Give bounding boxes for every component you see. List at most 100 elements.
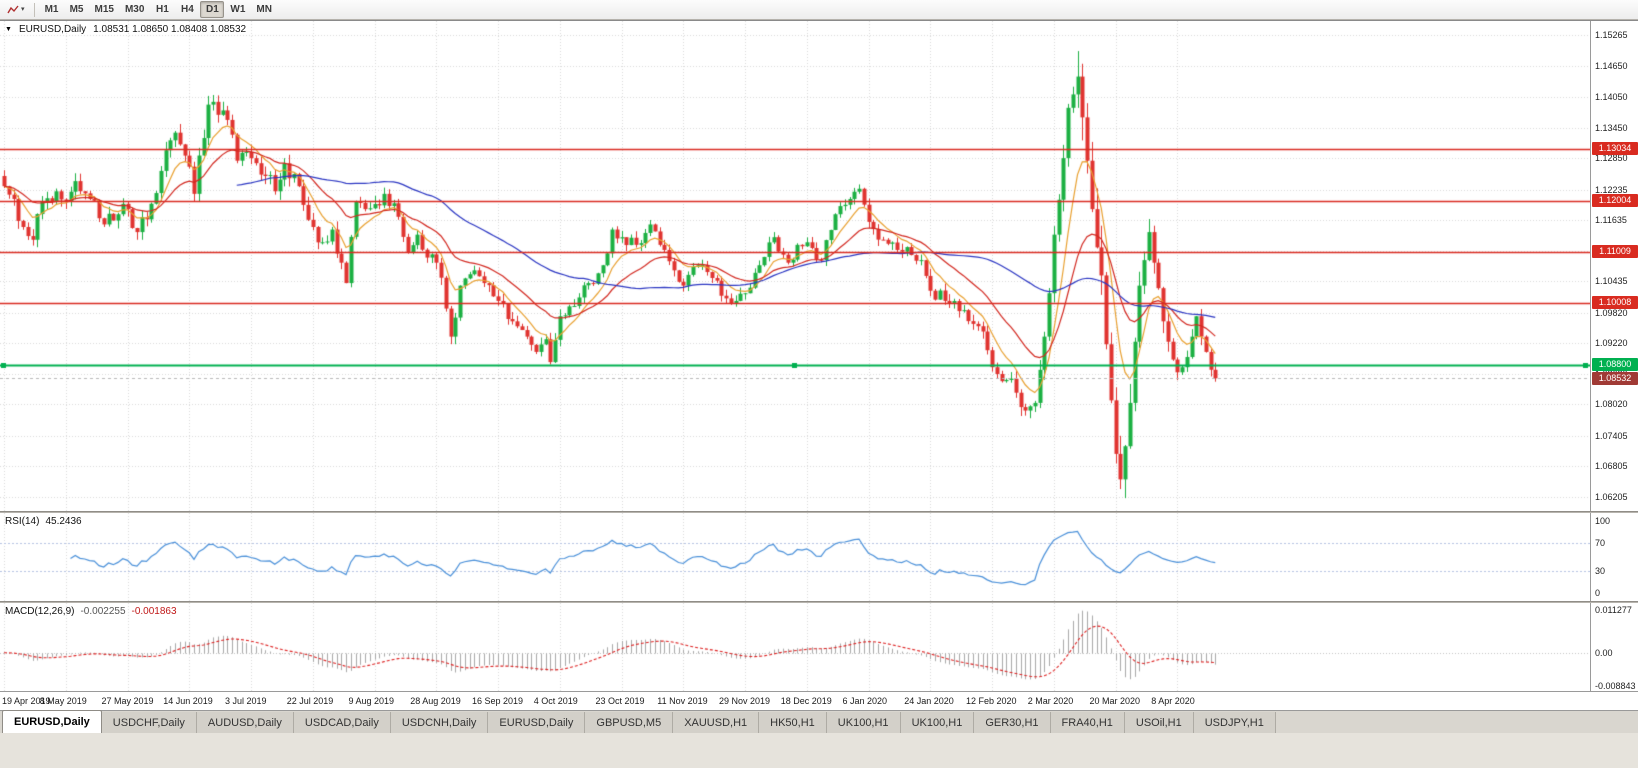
time-axis-label: 20 Mar 2020 [1089,696,1141,706]
chart-tab-eurusd-daily[interactable]: EURUSD,Daily [2,710,102,733]
rsi-name: RSI(14) [5,516,40,527]
pane-divider[interactable] [0,601,1638,603]
time-axis-label: 8 Apr 2020 [1151,696,1195,706]
current-price-badge: 1.08532 [1592,371,1638,385]
price-axis-label: 1.12235 [1595,184,1628,195]
rsi-value: 45.2436 [45,516,82,527]
rsi-canvas[interactable] [0,513,1590,601]
pane-divider[interactable] [0,511,1638,513]
timeframe-button-h1[interactable]: H1 [150,1,174,18]
macd-label: MACD(12,26,9) -0.002255 -0.001863 [5,606,177,617]
chart-tab-fra40-h1[interactable]: FRA40,H1 [1050,712,1125,733]
time-axis-label: 28 Aug 2019 [410,696,461,706]
main-chart-pane[interactable]: ▼ EURUSD,Daily 1.08531 1.08650 1.08408 1… [0,21,1590,511]
price-axis-label: 1.06205 [1595,491,1628,502]
price-axis-label: 1.15265 [1595,30,1628,41]
timeframe-button-m30[interactable]: M30 [120,1,149,18]
time-axis-label: 3 Jul 2019 [225,696,267,706]
timeframe-button-m5[interactable]: M5 [65,1,89,18]
chart-tab-uk100-h1[interactable]: UK100,H1 [900,712,975,733]
indicator-tool-button[interactable]: ▾ [3,1,29,18]
price-axis-label: 1.06805 [1595,461,1628,472]
time-axis-label: 27 May 2019 [101,696,154,706]
price-axis-label: 1.13450 [1595,122,1628,133]
chart-window: ▼ EURUSD,Daily 1.08531 1.08650 1.08408 1… [0,20,1638,711]
level-price-badge: 1.12004 [1592,194,1638,208]
chart-tab-usdjpy-h1[interactable]: USDJPY,H1 [1193,712,1276,733]
timeframe-button-d1[interactable]: D1 [200,1,225,18]
rsi-axis-label: 100 [1595,516,1611,526]
level-price-badge: 1.11009 [1592,245,1638,259]
time-axis[interactable]: 19 Apr 2019 8 May 2019 27 May 2019 14 Jun 2… [0,691,1638,711]
level-price-badge: 1.13034 [1592,141,1638,155]
chart-title: ▼ EURUSD,Daily 1.08531 1.08650 1.08408 1… [5,24,246,35]
rsi-label: RSI(14) 45.2436 [5,516,82,527]
chart-tab-ger30-h1[interactable]: GER30,H1 [974,712,1051,733]
price-axis-label: 1.09820 [1595,307,1628,318]
macd-pane[interactable]: MACD(12,26,9) -0.002255 -0.001863 [0,603,1590,691]
rsi-axis[interactable]: 100 70 30 0 [1590,513,1638,601]
time-axis-label: 29 Nov 2019 [719,696,771,706]
polyline-indicator-icon [7,5,19,13]
price-axis-label: 1.14050 [1595,91,1628,102]
macd-main-value: -0.002255 [80,606,126,617]
chart-tab-uk100-h1[interactable]: UK100,H1 [826,712,901,733]
chart-tab-audusd-daily[interactable]: AUDUSD,Daily [196,712,294,733]
chart-tab-usdchf-daily[interactable]: USDCHF,Daily [101,712,197,733]
time-axis-label: 14 Jun 2019 [163,696,213,706]
chart-tab-usoil-h1[interactable]: USOil,H1 [1124,712,1194,733]
chart-tabs-bar: EURUSD,Daily USDCHF,Daily AUDUSD,Daily USDC… [0,710,1638,733]
time-axis-label: 6 Jan 2020 [842,696,888,706]
time-axis-label: 16 Sep 2019 [472,696,524,706]
time-axis-label: 11 Nov 2019 [657,696,708,706]
time-axis-label: 9 Aug 2019 [348,696,395,706]
collapse-arrow-icon[interactable]: ▼ [5,26,12,33]
time-axis-label: 12 Feb 2020 [966,696,1017,706]
chart-symbol-label: EURUSD,Daily [18,24,87,35]
price-axis-label: 1.08020 [1595,399,1628,410]
timeframe-button-m15[interactable]: M15 [90,1,119,18]
rsi-axis-label: 0 [1595,588,1601,598]
price-axis-label: 1.14650 [1595,61,1628,72]
macd-name: MACD(12,26,9) [5,606,75,617]
rsi-pane[interactable]: RSI(14) 45.2436 [0,513,1590,601]
time-axis-label: 19 Apr 2019 [2,696,51,706]
chart-tab-usdcad-daily[interactable]: USDCAD,Daily [293,712,391,733]
time-axis-label: 18 Dec 2019 [780,696,832,706]
time-axis-label: 4 Oct 2019 [533,696,578,706]
time-axis-label: 8 May 2019 [39,696,87,706]
price-axis-label: 1.09220 [1595,338,1628,349]
macd-axis-label: 0.011277 [1595,604,1632,615]
macd-canvas[interactable] [0,603,1590,691]
time-axis-label: 2 Mar 2020 [1027,696,1074,706]
chart-tab-usdcnh-daily[interactable]: USDCNH,Daily [390,712,489,733]
macd-axis[interactable]: 0.011277 0.00 -0.008843 [1590,603,1638,691]
dropdown-caret-icon: ▾ [21,6,25,13]
chart-tab-xauusd-h1[interactable]: XAUUSD,H1 [673,712,760,733]
price-axis-label: 1.11635 [1595,215,1627,226]
timeframe-button-mn[interactable]: MN [251,1,277,18]
candlestick-canvas[interactable] [0,21,1590,511]
chart-tab-hk50-h1[interactable]: HK50,H1 [759,712,827,733]
rsi-axis-label: 70 [1595,537,1606,548]
level-price-badge: 1.10008 [1592,296,1638,310]
timeframe-button-w1[interactable]: W1 [225,1,250,18]
price-axis[interactable]: 1.15265 1.14650 1.14050 1.13450 1.12850 1.122… [1590,21,1638,511]
timeframe-button-h4[interactable]: H4 [175,1,199,18]
time-axis-label: 24 Jan 2020 [904,696,954,706]
macd-axis-label: 0.00 [1595,647,1613,658]
timeframe-button-m1[interactable]: M1 [40,1,64,18]
toolbar-separator [33,2,35,17]
chart-ohlc-values: 1.08531 1.08650 1.08408 1.08532 [93,24,247,35]
chart-tab-eurusd-daily[interactable]: EURUSD,Daily [488,712,586,733]
time-axis-label: 22 Jul 2019 [286,696,334,706]
price-axis-label: 1.07405 [1595,430,1628,441]
rsi-axis-label: 30 [1595,566,1606,577]
chart-tab-gbpusd-m5[interactable]: GBPUSD,M5 [585,712,674,733]
status-strip [0,733,1638,768]
time-axis-label: 23 Oct 2019 [595,696,645,706]
macd-signal-value: -0.001863 [131,606,177,617]
timeframe-toolbar: M1 M5 M15 M30 H1 H4 D1 W1 MN [40,1,277,18]
price-axis-label: 1.12850 [1595,153,1628,164]
